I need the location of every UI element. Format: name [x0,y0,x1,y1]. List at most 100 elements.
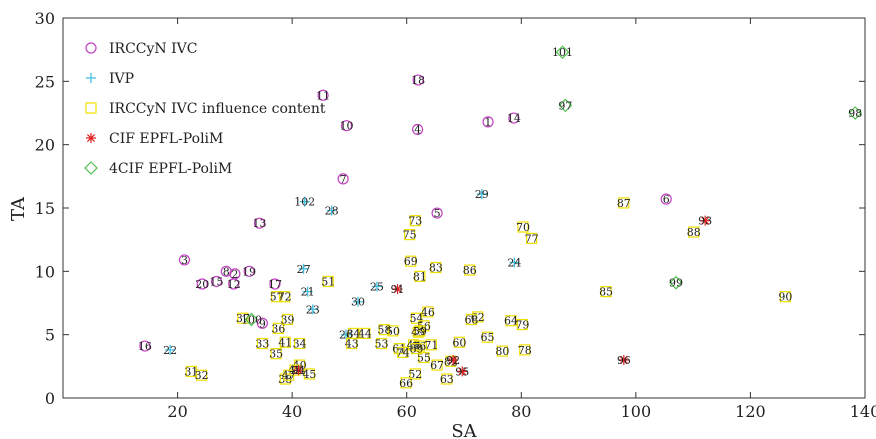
data-label-47: 47 [282,369,296,382]
x-tick-label: 20 [167,402,187,421]
data-label-5: 5 [434,207,441,220]
data-label-22: 22 [163,344,177,357]
data-label-36: 36 [271,322,285,335]
data-point-10 [340,120,353,132]
data-point-48 [407,339,420,351]
x-tick-label: 80 [511,402,531,421]
data-point-4 [411,123,424,136]
data-point-15 [210,275,223,288]
data-label-71: 71 [424,339,438,352]
data-label-3: 3 [181,254,188,267]
marks-layer: 1234567891011121314151617181920212223242… [138,45,862,390]
data-point-66 [400,377,412,389]
data-label-53: 53 [375,338,389,351]
data-point-44 [359,327,371,339]
y-axis-title: TA [8,196,29,221]
data-point-45 [303,368,315,380]
series-4: 91 92 93 94 95 96 [291,215,712,379]
data-point-59 [414,325,426,337]
data-label-59: 59 [413,325,427,338]
data-label-29: 29 [475,188,489,201]
data-point-74 [397,346,409,358]
data-label-60: 60 [452,336,466,349]
data-label-70: 70 [516,221,530,234]
data-point-23 [307,304,318,315]
data-point-69 [405,255,417,267]
x-axis-title: SA [451,421,477,439]
data-point-60 [453,336,466,348]
data-label-66: 66 [399,377,413,390]
data-label-84: 84 [346,327,360,340]
data-point-28 [326,205,337,216]
y-tick-label: 10 [35,262,55,281]
data-label-17: 17 [268,278,282,291]
data-point-46 [422,306,434,318]
data-point-32 [196,369,208,381]
data-point-85 [600,286,612,298]
data-label-85: 85 [599,286,613,299]
data-point-92 [448,355,459,365]
data-point-102 [299,196,310,207]
data-label-91: 91 [391,283,405,296]
data-point-1 [482,116,494,128]
data-label-20: 20 [195,278,209,291]
data-point-72 [279,291,291,303]
data-label-75: 75 [403,229,417,242]
data-point-82 [445,355,457,367]
data-label-54: 54 [409,312,423,325]
data-point-21 [302,286,313,297]
data-label-34: 34 [293,338,307,351]
legend-label-2: IVP [109,71,134,87]
data-point-24 [509,257,520,268]
data-point-89 [410,343,423,355]
data-point-14 [508,112,520,124]
data-label-99: 99 [669,277,683,290]
data-point-25 [371,281,382,292]
x-tick-label: 100 [621,402,652,421]
data-point-67 [431,359,443,371]
data-point-93 [700,215,711,226]
data-label-69: 69 [404,255,418,268]
x-tick-label: 140 [850,402,876,421]
data-label-9: 9 [259,317,266,330]
data-label-81: 81 [413,270,427,283]
data-point-81 [414,270,426,282]
data-point-64 [505,315,517,327]
data-point-18 [412,74,424,86]
data-point-13 [253,217,266,229]
data-point-79 [516,318,529,331]
data-label-37: 37 [236,312,250,325]
data-label-96: 96 [617,354,631,367]
data-point-96 [618,355,629,365]
y-tick-label: 25 [35,72,55,91]
data-label-94: 94 [291,364,305,377]
data-label-2: 2 [231,268,238,281]
data-point-34 [293,337,306,350]
data-label-63: 63 [440,373,454,386]
legend: IRCCyN IVC IVP IRCCyN IVC influence conten… [84,41,326,177]
data-label-21: 21 [301,286,315,299]
data-label-80: 80 [495,345,509,358]
data-point-75 [403,229,416,241]
y-tick-label: 0 [45,389,55,408]
data-label-43: 43 [345,338,359,351]
data-point-41 [279,336,291,348]
data-label-7: 7 [340,173,347,186]
data-label-74: 74 [396,346,410,359]
data-label-46: 46 [421,306,435,319]
data-point-49 [412,326,424,338]
data-label-14: 14 [507,112,521,125]
data-label-13: 13 [252,217,266,230]
data-label-10: 10 [340,120,354,133]
x-tick-label: 120 [735,402,766,421]
data-label-97: 97 [558,99,572,112]
data-label-33: 33 [255,338,269,351]
data-label-12: 12 [227,278,241,291]
data-point-35 [270,348,282,360]
legend-marker-4 [86,133,96,143]
data-point-55 [418,351,430,364]
data-point-30 [353,296,364,307]
